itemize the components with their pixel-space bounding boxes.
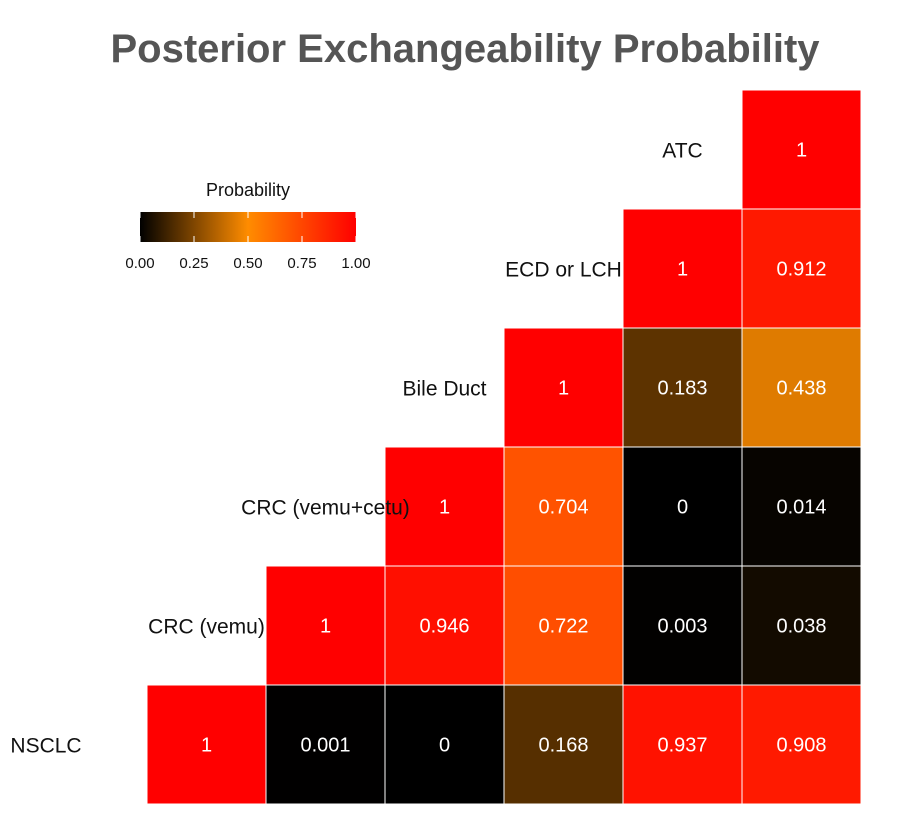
heatmap-cell-bile-duct-bile-duct — [503, 327, 624, 448]
cell-value-label: 0.937 — [657, 735, 707, 757]
row-label-crc-vemu-cetu: CRC (vemu+cetu) — [241, 497, 410, 520]
cell-value-label: 0.438 — [776, 378, 826, 400]
legend-title: Probability — [206, 180, 290, 200]
heatmap-cell-nsclc-nsclc — [146, 684, 267, 805]
cell-value-label: 0.722 — [538, 616, 588, 638]
cell-value-label: 0.183 — [657, 378, 707, 400]
cell-value-label: 0.908 — [776, 735, 826, 757]
row-label-crc-vemu: CRC (vemu) — [148, 616, 265, 639]
legend-ticks: 0.00 0.25 0.50 0.75 1.00 — [125, 212, 371, 272]
cell-value-label: 0.001 — [300, 735, 350, 757]
cell-value-label: 1 — [796, 140, 807, 162]
cell-value-label: 1 — [201, 735, 212, 757]
cell-value-label: 0.038 — [776, 616, 826, 638]
heatmap-cell-nsclc-crc-vemu — [265, 684, 386, 805]
legend-tick-label: 0.50 — [233, 255, 262, 272]
heatmap-cell-crc-vemu-cetu-bile-duct — [503, 446, 624, 567]
heatmap-cell-crc-vemu-cetu-crc-vemu-cetu — [384, 446, 505, 567]
heatmap-cells: 1 1 0.912 1 0.183 0.438 1 0.704 0 0.014 1 0.946 0.72… — [146, 89, 862, 805]
cell-value-label: 1 — [439, 497, 450, 519]
color-legend: Probability 0.00 0.25 0.50 0.75 1.00 — [125, 180, 370, 272]
row-label-nsclc: NSCLC — [10, 735, 81, 758]
row-label-ecd-or-lch: ECD or LCH — [505, 259, 622, 282]
cell-value-label: 1 — [320, 616, 331, 638]
row-label-atc: ATC — [662, 140, 702, 163]
heatmap-cell-crc-vemu-cetu-atc — [741, 446, 862, 567]
cell-value-label: 0.704 — [538, 497, 588, 519]
heatmap-cell-nsclc-ecd-or-lch — [622, 684, 743, 805]
cell-value-label: 1 — [677, 259, 688, 281]
cell-value-label: 0 — [439, 735, 450, 757]
cell-value-label: 0.003 — [657, 616, 707, 638]
cell-value-label: 0.168 — [538, 735, 588, 757]
legend-tick-label: 0.25 — [179, 255, 208, 272]
cell-value-label: 1 — [558, 378, 569, 400]
row-label-bile-duct: Bile Duct — [402, 378, 486, 401]
cell-value-label: 0.912 — [776, 259, 826, 281]
heatmap-cell-crc-vemu-crc-vemu-cetu — [384, 565, 505, 686]
heatmap-cell-nsclc-crc-vemu-cetu — [384, 684, 505, 805]
legend-tick-label: 0.00 — [125, 255, 154, 272]
row-labels: ATC ECD or LCH Bile Duct CRC (vemu+cetu) CRC… — [10, 140, 702, 758]
legend-tick-label: 0.75 — [287, 255, 316, 272]
heatmap-cell-crc-vemu-ecd-or-lch — [622, 565, 743, 686]
heatmap-cell-nsclc-atc — [741, 684, 862, 805]
heatmap-cell-nsclc-bile-duct — [503, 684, 624, 805]
heatmap-cell-ecd-or-lch-ecd-or-lch — [622, 208, 743, 329]
cell-value-label: 0 — [677, 497, 688, 519]
heatmap-cell-bile-duct-ecd-or-lch — [622, 327, 743, 448]
chart-title: Posterior Exchangeability Probability — [110, 27, 820, 71]
heatmap-cell-atc-atc — [741, 89, 862, 210]
heatmap-cell-crc-vemu-atc — [741, 565, 862, 686]
cell-value-label: 0.946 — [419, 616, 469, 638]
legend-tick-label: 1.00 — [341, 255, 370, 272]
cell-value-label: 0.014 — [776, 497, 826, 519]
heatmap-cell-crc-vemu-crc-vemu — [265, 565, 386, 686]
